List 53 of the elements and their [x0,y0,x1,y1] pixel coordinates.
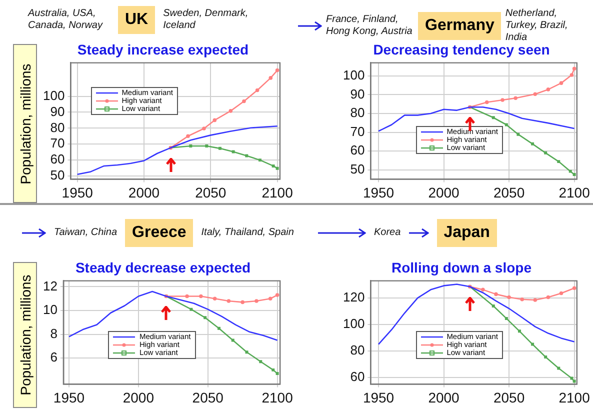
x-tick-label: 2050 [493,184,525,200]
x-tick-label: 2100 [262,184,294,200]
y-tick-label: 50 [350,161,365,176]
chart-title: Steady decrease expected [75,259,251,276]
x-tick-label: 1950 [62,184,94,200]
x-tick-label: 1950 [362,184,394,200]
y-tick-label: 90 [50,104,65,119]
y-tick-label: 60 [350,142,365,158]
x-tick-label: 2050 [493,389,525,406]
y-tick-label: 100 [342,68,365,83]
y-tick-label: 120 [342,290,365,305]
x-tick-label: 2000 [428,389,460,406]
y-tick-label: 60 [50,152,65,167]
y-tick-label: 70 [50,136,65,151]
y-tick-label: 80 [350,342,365,358]
y-tick-label: 80 [350,105,365,120]
chart-title: Decreasing tendency seen [373,41,550,58]
x-tick-label: 2050 [195,184,226,200]
chart-title: Steady increase expected [77,41,249,58]
text: Sweden, Denmark, Iceland [163,8,250,32]
y-axis-title: Population, millions [17,274,33,396]
y-tick-label: 80 [50,120,65,135]
y-tick-label: 100 [42,88,65,103]
text: Taiwan, China [54,227,118,239]
chart-subtitle: Greece [125,219,194,247]
text: Korea [374,227,401,239]
text: Netherland, Turkey, Brazil, India [505,8,569,44]
y-tick-label: 60 [350,369,365,384]
x-tick-label: 2000 [122,389,154,406]
y-tick-label: 90 [350,86,365,102]
x-tick-label: 1950 [362,389,394,406]
y-tick-label: 12 [42,278,58,294]
chart-title: Rolling down a slope [392,259,532,276]
y-tick-label: 100 [342,316,365,332]
x-tick-label: 2100 [262,389,294,406]
y-tick-label: 8 [50,326,58,341]
x-tick-label: 2050 [192,389,224,406]
chart-subtitle: Germany [418,12,502,40]
y-axis-title: Population, millions [17,63,33,184]
chart-subtitle: Japan [436,219,497,247]
x-tick-label: 2100 [558,389,590,406]
text: Italy, Thailand, Spain [201,227,294,239]
x-tick-label: 2100 [558,184,590,200]
y-tick-label: 70 [350,124,365,139]
y-tick-label: 10 [42,302,58,318]
x-tick-label: 2000 [428,184,460,200]
y-tick-label: 6 [50,350,58,365]
chart-subtitle: UK [118,6,156,34]
y-tick-label: 50 [50,168,65,183]
text: France, Finland, Hong Kong, Austria [326,14,414,38]
x-tick-label: 2000 [128,184,160,200]
x-tick-label: 1950 [53,389,85,406]
text: Australia, USA, Canada, Norway [28,8,104,32]
